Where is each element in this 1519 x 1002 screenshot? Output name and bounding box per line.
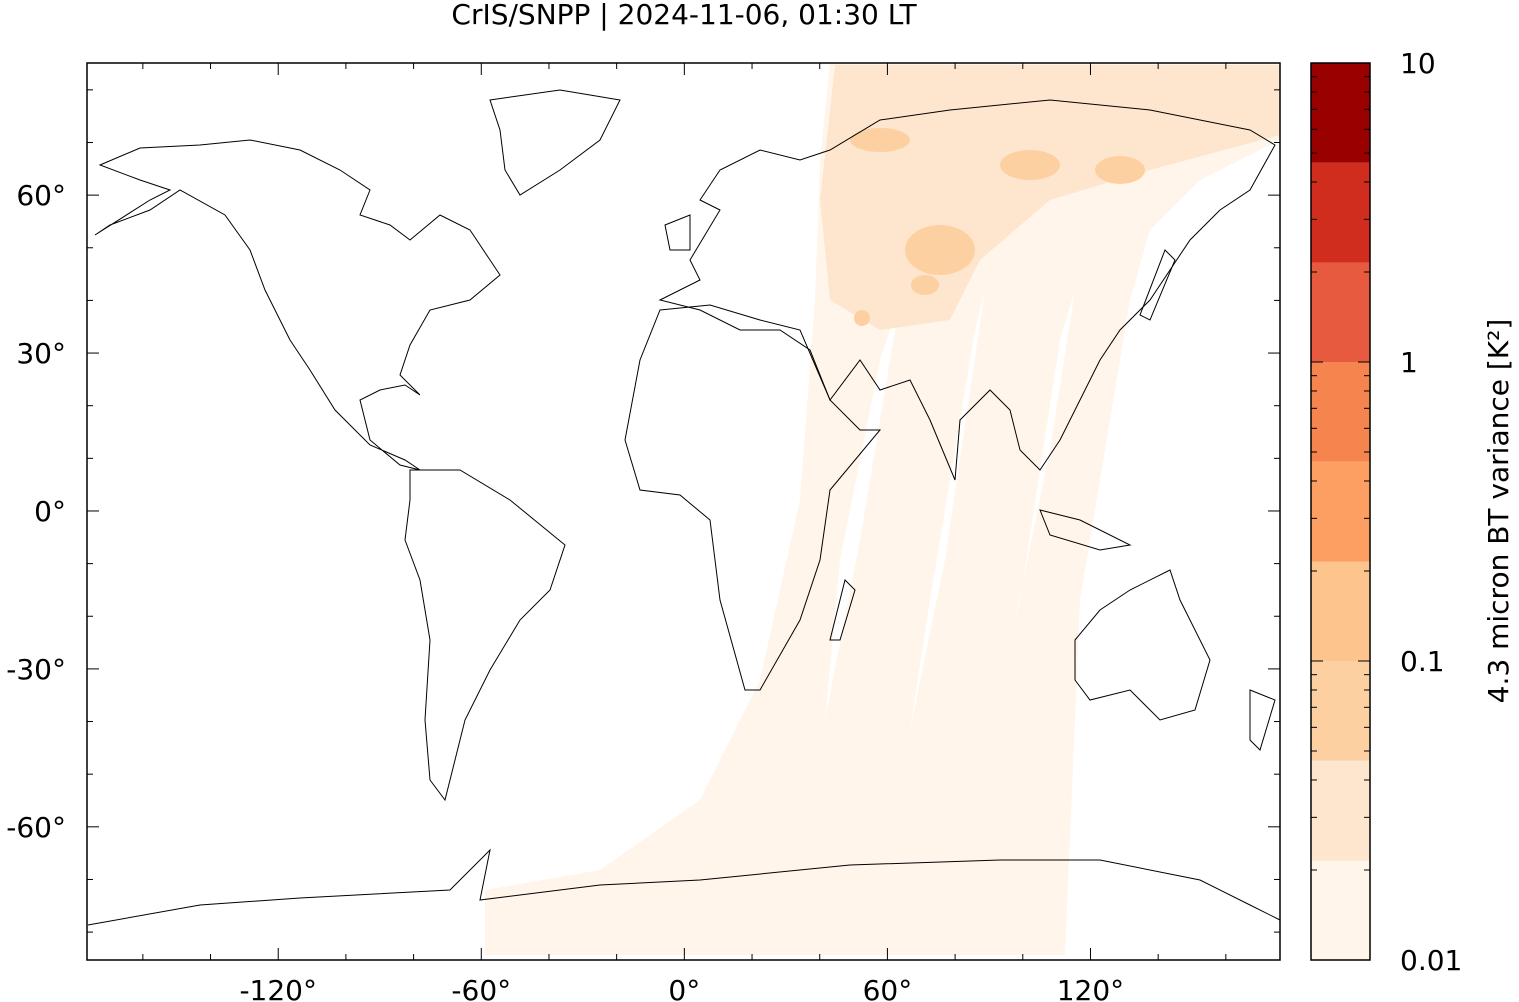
colorbar-band [1311, 262, 1370, 362]
coastline [87, 848, 1281, 926]
colorbar-band [1311, 63, 1370, 163]
swath-warm [911, 275, 939, 295]
x-tick-label: -120° [239, 974, 317, 1002]
swath-gap [910, 290, 985, 730]
coastline [1039, 509, 1132, 551]
colorbar-band [1311, 661, 1370, 761]
colorbar-band [1311, 860, 1370, 960]
colorbar-frame [1310, 62, 1371, 961]
colorbar-band [1311, 561, 1370, 661]
colorbar-tick-label: 0.01 [1400, 944, 1462, 977]
coastline [94, 139, 501, 471]
x-tick-label: 0° [668, 974, 700, 1002]
swath-warm [854, 310, 870, 326]
x-tick-label: -60° [451, 974, 511, 1002]
swath-warm [1095, 156, 1145, 184]
coastline [658, 99, 1276, 481]
swath-warm [850, 128, 910, 152]
title: CrIS/SNPP | 2024-11-06, 01:30 LT [451, 0, 917, 31]
y-tick-label: 30° [16, 337, 66, 370]
swath-warm [1000, 150, 1060, 180]
colorbar-band [1311, 162, 1370, 263]
x-tick-label: 60° [863, 974, 913, 1002]
swath-field [485, 63, 1280, 955]
y-tick-label: -60° [6, 811, 66, 844]
coastline [489, 89, 621, 196]
y-tick-label: -30° [6, 653, 66, 686]
colorbar-band [1311, 362, 1370, 462]
swath-gap [825, 300, 900, 720]
coastline [1249, 689, 1276, 751]
y-tick-label: 60° [16, 179, 66, 212]
x-tick-label: 120° [1057, 974, 1124, 1002]
coastlines [87, 89, 1281, 926]
coastline [1139, 249, 1176, 321]
colorbar-label: 4.3 micron BT variance [K²] [1482, 319, 1515, 704]
colorbar-tick-label: 0.1 [1400, 645, 1445, 678]
colorbar-tick-label: 10 [1400, 47, 1436, 80]
coastline [664, 214, 691, 251]
swath-gap [1015, 290, 1075, 620]
colorbar-tick-label: 1 [1400, 346, 1418, 379]
colorbar-band [1311, 461, 1370, 562]
swath [485, 63, 1280, 955]
coastline [404, 469, 566, 802]
y-tick-label: 0° [34, 495, 66, 528]
coastline [624, 304, 882, 691]
swath-warm [905, 225, 975, 275]
coastline [829, 579, 856, 641]
map-frame [86, 62, 1281, 961]
colorbar-band [1311, 760, 1370, 861]
coastline [1074, 569, 1211, 721]
